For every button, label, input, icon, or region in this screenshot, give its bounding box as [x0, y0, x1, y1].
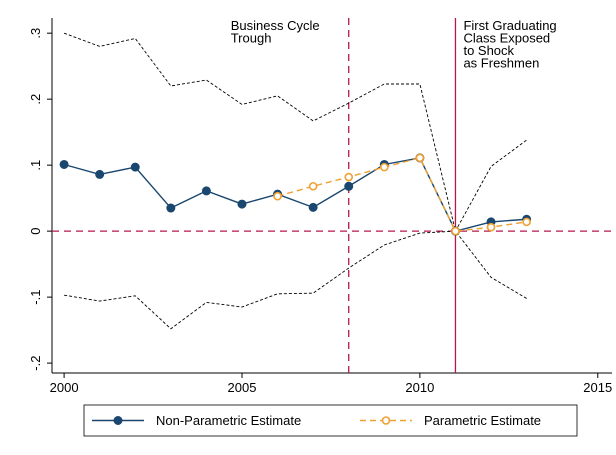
data-point [166, 203, 176, 213]
data-point [379, 162, 389, 172]
data-point [522, 217, 531, 227]
data-point [415, 153, 425, 163]
annotation: Trough [231, 31, 272, 46]
y-tick-label: .3 [28, 28, 43, 39]
data-point [486, 222, 496, 232]
data-point [95, 169, 105, 179]
confidence-band [63, 32, 527, 233]
y-tick-label: .2 [28, 94, 43, 105]
legend-marker [381, 416, 391, 425]
series-line [277, 157, 527, 232]
data-point [201, 186, 211, 196]
y-tick-label: -.1 [28, 290, 43, 305]
x-tick-label: 2005 [228, 380, 257, 395]
annotation: First Graduating [463, 18, 556, 33]
data-point [130, 162, 140, 172]
y-tick-label: .1 [28, 160, 43, 171]
annotation: Business Cycle [231, 18, 320, 33]
data-point [308, 202, 318, 212]
annotation: as Freshmen [463, 56, 539, 71]
legend-label: Parametric Estimate [424, 413, 541, 428]
legend-marker [113, 416, 123, 425]
y-tick-label: -.2 [28, 356, 43, 371]
x-tick-label: 2010 [405, 380, 434, 395]
legend-box [83, 404, 578, 437]
confidence-band [64, 230, 527, 330]
data-point [451, 226, 460, 236]
x-tick-label: 2000 [50, 380, 79, 395]
y-tick-label: 0 [28, 228, 43, 235]
legend-label: Non-Parametric Estimate [156, 413, 301, 428]
data-point [273, 191, 282, 201]
data-point [308, 181, 318, 191]
x-tick-label: 2015 [583, 380, 612, 395]
annotation: Class Exposed [463, 31, 550, 46]
data-point [344, 181, 354, 191]
annotation: to Shock [463, 43, 514, 58]
data-point [59, 159, 69, 169]
data-point [344, 172, 354, 182]
data-point [237, 199, 247, 209]
